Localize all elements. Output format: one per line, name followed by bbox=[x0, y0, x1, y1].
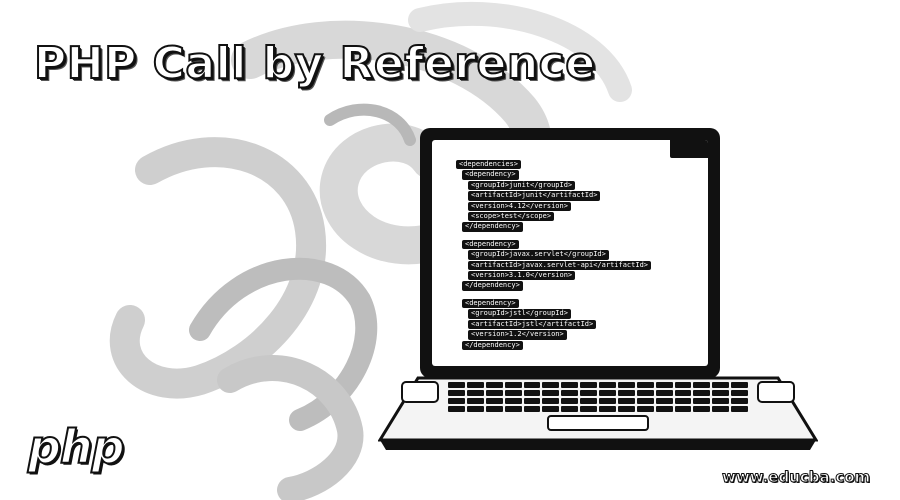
keyboard-key bbox=[599, 406, 616, 412]
keyboard-key bbox=[655, 390, 673, 396]
keyboard-key bbox=[712, 398, 730, 404]
keyboard-key bbox=[504, 390, 522, 396]
keyboard-key bbox=[523, 390, 541, 396]
code-line: <scope>test</scope> bbox=[468, 212, 555, 222]
keyboard-key bbox=[693, 398, 711, 404]
keyboard-key bbox=[580, 382, 597, 388]
keyboard-key bbox=[674, 382, 692, 388]
keyboard-key bbox=[504, 406, 522, 412]
keyboard-key bbox=[485, 406, 503, 412]
keyboard-key bbox=[712, 382, 730, 388]
code-line: <groupId>jstl</groupId> bbox=[468, 309, 571, 319]
page-title: PHP Call by Reference bbox=[33, 37, 596, 90]
code-line: </dependency> bbox=[462, 340, 523, 350]
keyboard-key bbox=[580, 406, 597, 412]
keyboard-key bbox=[731, 382, 748, 388]
keyboard-key bbox=[485, 398, 503, 404]
code-line: <artifactId>javax.servlet-api</artifactI… bbox=[468, 260, 652, 271]
code-line: <version>1.2</version> bbox=[468, 330, 567, 340]
code-group-1: <dependencies> <dependency> <groupId>jun… bbox=[456, 160, 651, 232]
keyboard-key bbox=[523, 382, 541, 388]
keyboard-key bbox=[448, 406, 465, 412]
keyboard-key bbox=[674, 406, 692, 412]
keyboard-key bbox=[580, 398, 597, 404]
keyboard-key bbox=[693, 406, 711, 412]
keyboard-key bbox=[599, 398, 616, 404]
code-line: <version>4.12</version> bbox=[468, 201, 571, 212]
code-line: <version>3.1.0</version> bbox=[468, 271, 576, 281]
keyboard-key bbox=[731, 390, 748, 396]
keyboard-key bbox=[693, 382, 711, 388]
keyboard-key bbox=[523, 406, 541, 412]
keyboard-key bbox=[504, 382, 522, 388]
keyboard-key bbox=[542, 398, 560, 404]
keyboard-key bbox=[542, 390, 560, 396]
keyboard-key bbox=[561, 390, 579, 396]
keyboard-key bbox=[674, 390, 692, 396]
code-block: <dependencies> <dependency> <groupId>jun… bbox=[456, 160, 652, 358]
watermark: www.educba.com bbox=[721, 468, 871, 487]
keyboard-key bbox=[617, 398, 635, 404]
keyboard-key bbox=[561, 406, 579, 412]
keyboard-key bbox=[466, 382, 484, 388]
keyboard-key bbox=[655, 406, 673, 412]
keyboard bbox=[448, 382, 748, 412]
keyboard-key bbox=[504, 398, 522, 404]
keyboard-key bbox=[731, 398, 748, 404]
keyboard-key bbox=[617, 406, 635, 412]
keyboard-key bbox=[485, 382, 503, 388]
code-line: </dependency> bbox=[462, 222, 523, 232]
code-line: <dependency> bbox=[462, 170, 519, 180]
keyboard-key bbox=[561, 382, 579, 388]
speaker-left bbox=[401, 381, 439, 403]
keyboard-key bbox=[636, 382, 654, 388]
keyboard-key bbox=[448, 390, 465, 396]
code-line: <artifactId>jstl</artifactId> bbox=[468, 319, 597, 330]
keyboard-key bbox=[674, 398, 692, 404]
code-line: <dependency> bbox=[462, 239, 519, 250]
code-line: <groupId>junit</groupId> bbox=[468, 180, 576, 191]
keyboard-key bbox=[693, 390, 711, 396]
laptop-screen-frame: <dependencies> <dependency> <groupId>jun… bbox=[420, 128, 720, 378]
code-line: <dependencies> bbox=[456, 160, 522, 170]
keyboard-key bbox=[448, 398, 465, 404]
keyboard-key bbox=[599, 390, 616, 396]
code-group-2: <dependency> <groupId>javax.servlet</gro… bbox=[456, 239, 652, 291]
keyboard-key bbox=[466, 398, 484, 404]
keyboard-key bbox=[561, 398, 579, 404]
laptop-screen: <dependencies> <dependency> <groupId>jun… bbox=[432, 140, 708, 366]
keyboard-key bbox=[599, 382, 616, 388]
keyboard-key bbox=[617, 382, 635, 388]
php-logo: php bbox=[27, 419, 126, 475]
code-line: <artifactId>junit</artifactId> bbox=[468, 191, 601, 201]
keyboard-key bbox=[448, 382, 465, 388]
code-line: <dependency> bbox=[462, 298, 519, 309]
keyboard-key bbox=[636, 398, 654, 404]
keyboard-key bbox=[523, 398, 541, 404]
keyboard-key bbox=[712, 390, 730, 396]
keyboard-key bbox=[636, 390, 654, 396]
keyboard-key bbox=[466, 406, 484, 412]
keyboard-key bbox=[636, 406, 654, 412]
keyboard-key bbox=[485, 390, 503, 396]
keyboard-key bbox=[542, 406, 560, 412]
code-group-3: <dependency> <groupId>jstl</groupId> <ar… bbox=[456, 298, 651, 350]
keyboard-key bbox=[712, 406, 730, 412]
laptop-base bbox=[378, 374, 818, 454]
trackpad bbox=[547, 415, 649, 431]
keyboard-key bbox=[466, 390, 484, 396]
screen-notch bbox=[670, 140, 708, 158]
code-line: <groupId>javax.servlet</groupId> bbox=[468, 250, 609, 260]
keyboard-key bbox=[731, 406, 748, 412]
keyboard-key bbox=[655, 382, 673, 388]
keyboard-key bbox=[655, 398, 673, 404]
laptop-illustration: <dependencies> <dependency> <groupId>jun… bbox=[378, 128, 818, 468]
speaker-right bbox=[757, 381, 795, 403]
keyboard-key bbox=[542, 382, 560, 388]
keyboard-key bbox=[580, 390, 597, 396]
keyboard-key bbox=[617, 390, 635, 396]
code-line: </dependency> bbox=[462, 281, 523, 291]
